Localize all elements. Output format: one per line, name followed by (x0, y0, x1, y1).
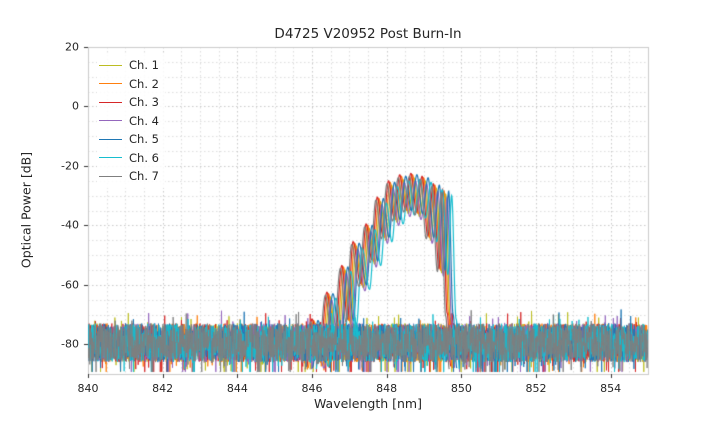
x-axis-label: Wavelength [nm] (314, 396, 422, 411)
legend-label: Ch. 4 (129, 113, 159, 128)
legend-label: Ch. 1 (129, 58, 159, 73)
legend-label: Ch. 7 (129, 169, 159, 184)
legend-line-swatch (99, 101, 122, 103)
x-tick-label: 846 (301, 382, 323, 395)
legend-item: Ch. 2 (99, 75, 159, 94)
x-tick-label: 844 (226, 382, 248, 395)
legend-item: Ch. 6 (99, 149, 159, 168)
y-axis-label: Optical Power [dB] (18, 151, 34, 269)
y-tick-label: 20 (65, 40, 79, 54)
x-tick-label: 850 (450, 382, 472, 395)
legend-item: Ch. 5 (99, 130, 159, 149)
legend-line-swatch (99, 157, 122, 159)
chart-title: D4725 V20952 Post Burn-In (274, 26, 462, 42)
legend-item: Ch. 1 (99, 56, 159, 75)
legend: Ch. 1 Ch. 2 Ch. 3 Ch. 4 Ch. 5 Ch. 6 Ch. 7 (97, 54, 165, 188)
x-tick-label: 852 (525, 382, 547, 395)
legend-item: Ch. 4 (99, 112, 159, 131)
legend-line-swatch (99, 64, 122, 66)
legend-line-swatch (99, 120, 122, 122)
legend-label: Ch. 2 (129, 76, 159, 91)
legend-item: Ch. 3 (99, 93, 159, 112)
y-tick-label: 0 (72, 99, 79, 113)
legend-line-swatch (99, 138, 122, 140)
legend-label: Ch. 3 (129, 95, 159, 110)
legend-item: Ch. 7 (99, 167, 159, 186)
x-tick-label: 842 (152, 382, 174, 395)
legend-line-swatch (99, 175, 122, 177)
x-tick-label: 854 (600, 382, 622, 395)
legend-line-swatch (99, 83, 122, 85)
y-tick-label: -60 (61, 278, 79, 292)
y-tick-label: -20 (61, 159, 79, 173)
y-tick-label: -80 (61, 337, 79, 351)
y-tick-label: -40 (61, 218, 79, 232)
x-tick-label: 848 (376, 382, 398, 395)
x-tick-label: 840 (77, 382, 99, 395)
legend-label: Ch. 6 (129, 150, 159, 165)
legend-label: Ch. 5 (129, 132, 159, 147)
